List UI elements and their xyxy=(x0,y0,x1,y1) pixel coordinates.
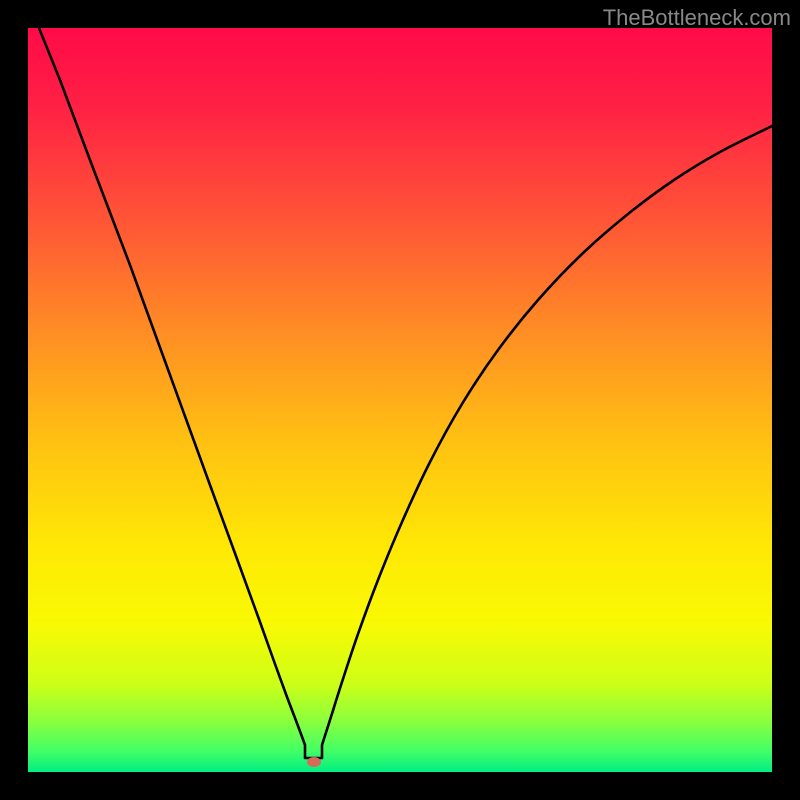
watermark-text: TheBottleneck.com xyxy=(603,5,791,31)
optimal-point-marker xyxy=(307,757,321,767)
plot-area-background xyxy=(28,28,772,772)
chart-svg xyxy=(0,0,800,800)
bottleneck-chart: TheBottleneck.com xyxy=(0,0,800,800)
